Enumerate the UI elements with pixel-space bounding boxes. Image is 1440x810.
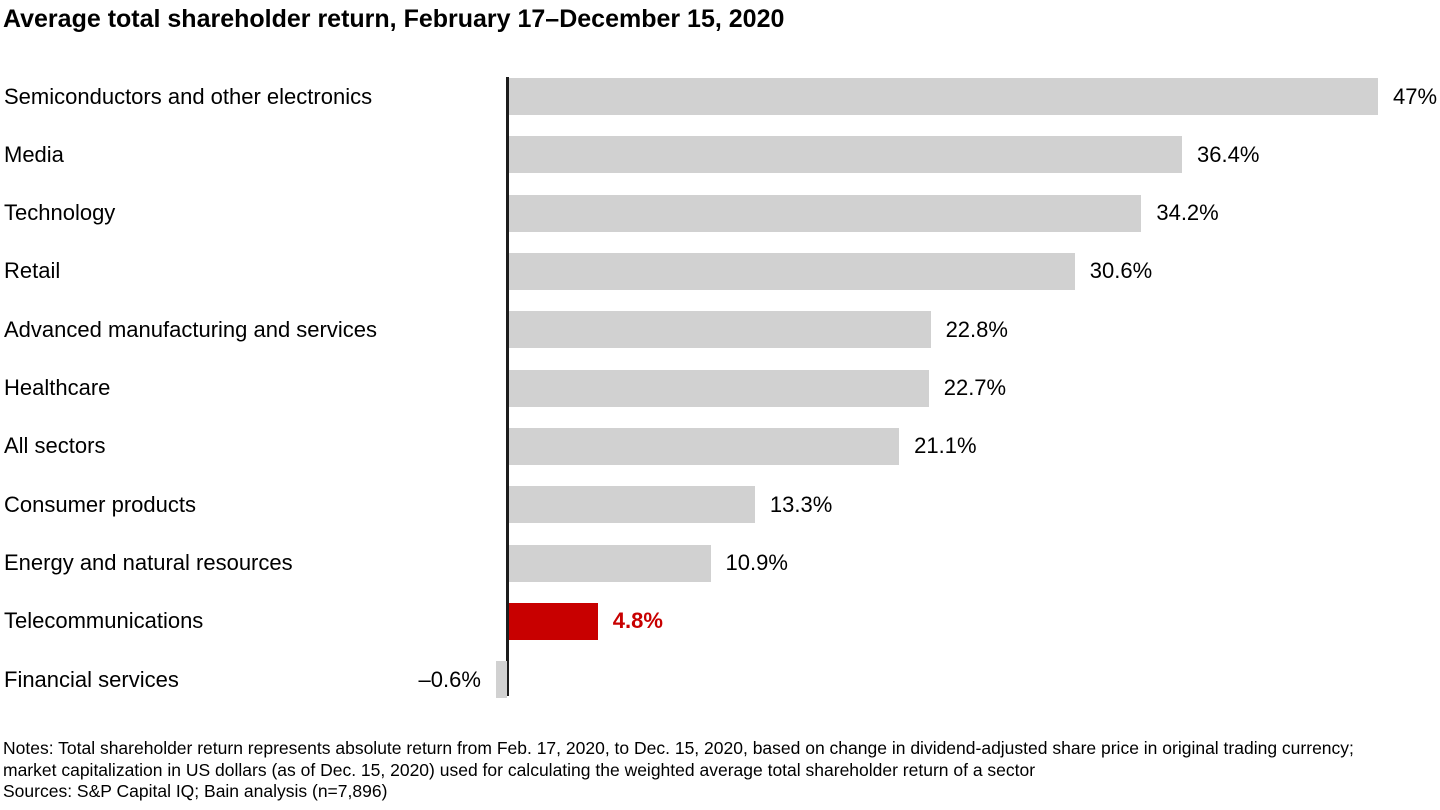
value-label: 22.8% bbox=[945, 316, 1008, 342]
value-label: 34.2% bbox=[1156, 200, 1219, 226]
chart-footnotes: Notes: Total shareholder return represen… bbox=[3, 738, 1407, 803]
category-label: Telecommunications bbox=[4, 608, 204, 634]
bar-row: Media 36.4% bbox=[0, 136, 1440, 174]
chart-sources: Sources: S&P Capital IQ; Bain analysis (… bbox=[3, 781, 388, 801]
bar-row: Financial services –0.6% bbox=[0, 661, 1440, 699]
value-label: –0.6% bbox=[418, 666, 481, 692]
category-label: Retail bbox=[4, 258, 61, 284]
value-label: 36.4% bbox=[1197, 141, 1260, 167]
category-label: Financial services bbox=[4, 666, 179, 692]
category-label: Healthcare bbox=[4, 375, 111, 401]
bar-row: Retail 30.6% bbox=[0, 252, 1440, 290]
chart-title: Average total shareholder return, Februa… bbox=[3, 5, 785, 33]
category-label: Media bbox=[4, 141, 64, 167]
bar-row: Technology 34.2% bbox=[0, 194, 1440, 232]
bar-row: Advanced manufacturing and services 22.8% bbox=[0, 311, 1440, 349]
bar bbox=[509, 427, 900, 465]
bar bbox=[509, 544, 711, 582]
bar bbox=[509, 194, 1142, 232]
bar bbox=[509, 486, 755, 524]
value-label: 13.3% bbox=[769, 491, 833, 517]
bar-highlighted bbox=[509, 602, 598, 640]
bar-row: All sectors 21.1% bbox=[0, 427, 1440, 465]
bar-row: Semiconductors and other electronics 47% bbox=[0, 78, 1440, 115]
value-label: 4.8% bbox=[612, 608, 663, 634]
bar-row: Energy and natural resources 10.9% bbox=[0, 544, 1440, 582]
category-label: Energy and natural resources bbox=[4, 550, 293, 576]
bar-chart-plot-area: Semiconductors and other electronics 47% M… bbox=[0, 77, 1440, 700]
category-label: Semiconductors and other electronics bbox=[4, 83, 373, 109]
bar bbox=[509, 252, 1075, 290]
y-axis-line bbox=[506, 77, 509, 696]
bar bbox=[509, 136, 1183, 174]
value-label: 30.6% bbox=[1089, 258, 1153, 284]
value-label: 10.9% bbox=[725, 550, 788, 576]
value-label: 47% bbox=[1393, 83, 1438, 109]
value-label: 22.7% bbox=[943, 375, 1007, 401]
category-label: All sectors bbox=[4, 433, 106, 459]
bar-row: Consumer products 13.3% bbox=[0, 486, 1440, 524]
value-label: 21.1% bbox=[914, 433, 977, 459]
category-label: Technology bbox=[4, 200, 116, 226]
category-label: Advanced manufacturing and services bbox=[4, 316, 377, 342]
bar bbox=[495, 661, 507, 699]
bar bbox=[509, 369, 929, 407]
bar bbox=[509, 78, 1379, 115]
category-label: Consumer products bbox=[4, 491, 196, 517]
chart-notes: Notes: Total shareholder return represen… bbox=[3, 738, 1354, 780]
bar-row: Telecommunications 4.8% bbox=[0, 602, 1440, 640]
bar-row: Healthcare 22.7% bbox=[0, 369, 1440, 407]
bar bbox=[509, 311, 931, 349]
